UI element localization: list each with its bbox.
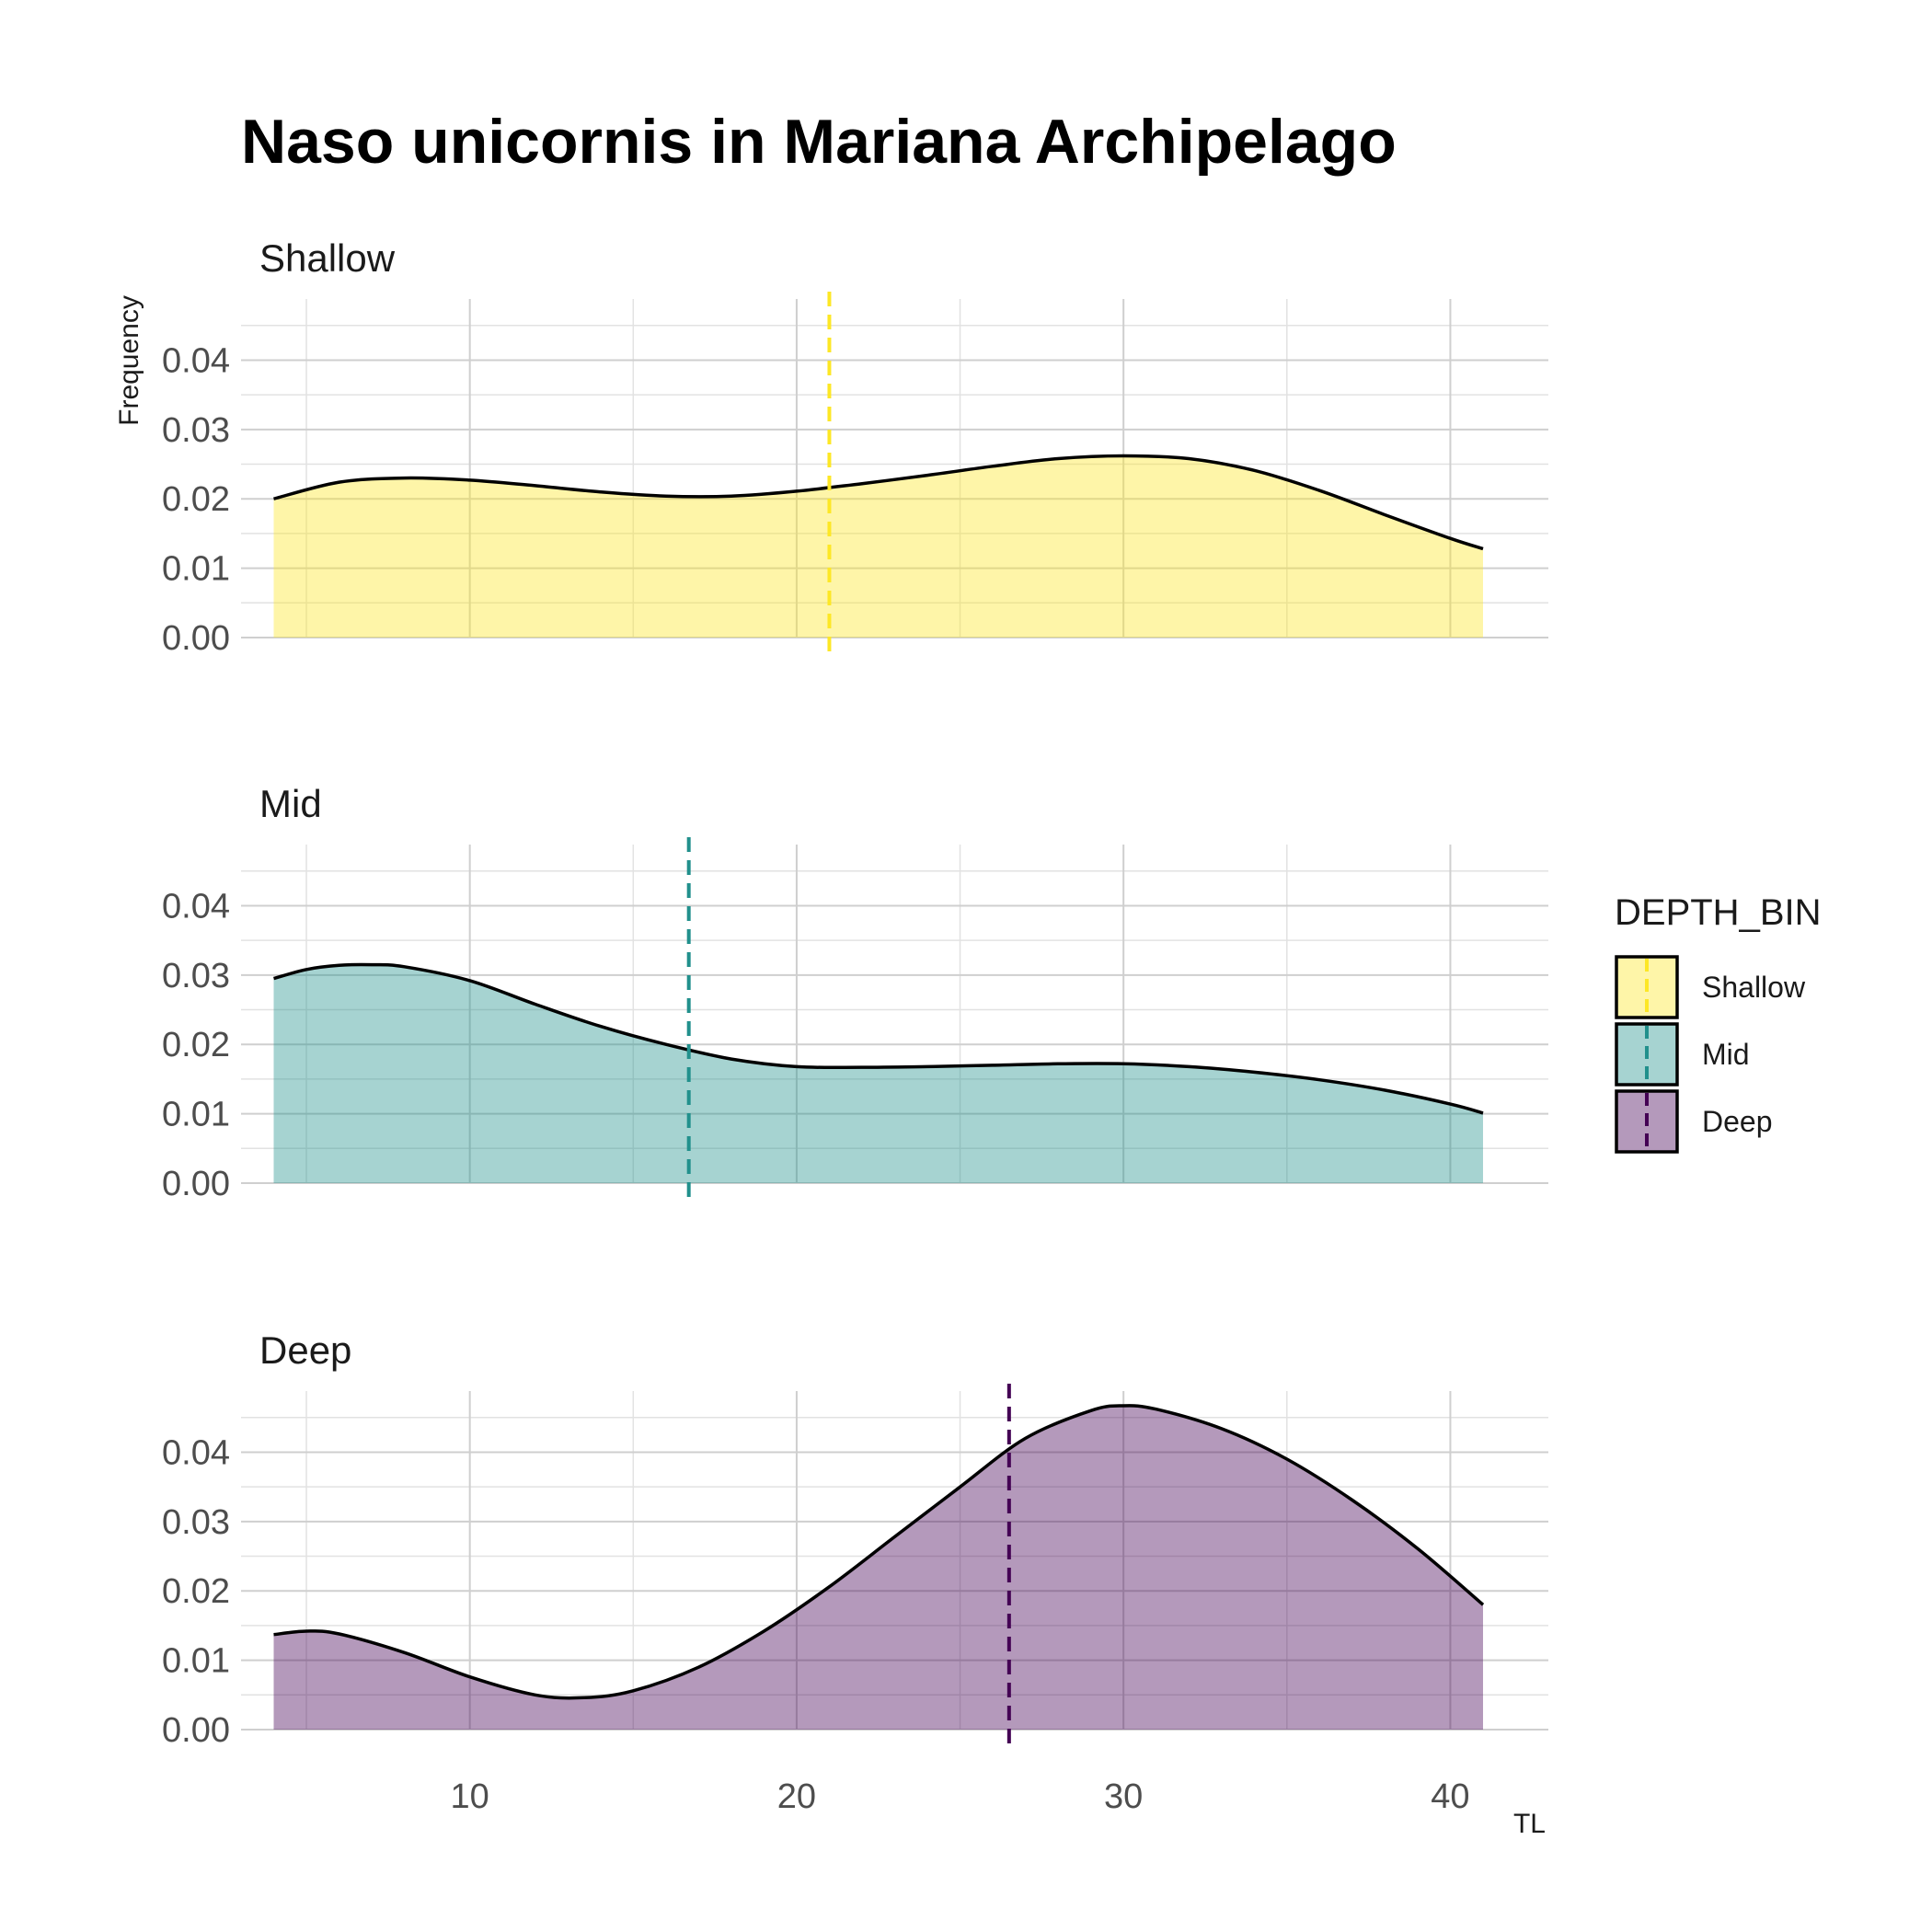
density-area-deep bbox=[273, 1405, 1483, 1730]
y-tick-label: 0.01 bbox=[162, 550, 230, 589]
density-curve-mid bbox=[273, 962, 1484, 1115]
legend-label-mid: Mid bbox=[1702, 1038, 1750, 1071]
strip-label-deep: Deep bbox=[259, 1328, 351, 1372]
y-tick-label: 0.03 bbox=[162, 957, 230, 995]
density-area-shallow bbox=[273, 455, 1483, 638]
panel-shallow: Shallow 0.00 0.01 0.02 0.03 0.04 bbox=[162, 236, 1548, 658]
density-area-mid bbox=[273, 964, 1483, 1183]
density-curve-shallow bbox=[273, 454, 1484, 551]
strip-label-shallow: Shallow bbox=[259, 236, 396, 280]
legend-label-deep: Deep bbox=[1702, 1105, 1773, 1138]
facet-panels: Shallow 0.00 0.01 0.02 0.03 0.04 Mid 0.00 0.01 0.… bbox=[162, 236, 1548, 1750]
x-tick-label: 40 bbox=[1431, 1777, 1469, 1816]
legend-label-shallow: Shallow bbox=[1702, 971, 1806, 1004]
legend-title: DEPTH_BIN bbox=[1615, 892, 1822, 933]
panel-deep: Deep 0.00 0.01 0.02 0.03 0.04 bbox=[162, 1328, 1548, 1750]
y-tick-label: 0.03 bbox=[162, 411, 230, 450]
strip-label-mid: Mid bbox=[259, 782, 322, 825]
y-tick-label: 0.03 bbox=[162, 1503, 230, 1542]
y-tick-label: 0.02 bbox=[162, 1026, 230, 1064]
x-tick-label: 10 bbox=[451, 1777, 489, 1816]
y-tick-label: 0.00 bbox=[162, 619, 230, 658]
y-tick-label: 0.01 bbox=[162, 1096, 230, 1134]
y-tick-label: 0.02 bbox=[162, 480, 230, 519]
panel-mid: Mid 0.00 0.01 0.02 0.03 0.04 bbox=[162, 782, 1548, 1203]
y-tick-label: 0.02 bbox=[162, 1572, 230, 1611]
y-tick-label: 0.04 bbox=[162, 1433, 230, 1472]
y-tick-label: 0.00 bbox=[162, 1165, 230, 1203]
y-tick-label: 0.01 bbox=[162, 1642, 230, 1681]
x-axis-title: TL bbox=[1513, 1809, 1546, 1839]
y-axis-title: Frequency bbox=[114, 295, 144, 426]
y-tick-label: 0.04 bbox=[162, 341, 230, 380]
x-tick-label: 20 bbox=[777, 1777, 816, 1816]
legend-key-deep: Deep bbox=[1615, 1089, 1773, 1154]
x-tick-label: 30 bbox=[1104, 1777, 1143, 1816]
legend: DEPTH_BIN Shallow Mid Deep bbox=[1615, 892, 1822, 1154]
x-axis-ticks: 10 20 30 40 bbox=[451, 1777, 1470, 1816]
y-tick-label: 0.04 bbox=[162, 887, 230, 926]
y-tick-label: 0.00 bbox=[162, 1711, 230, 1750]
legend-key-shallow: Shallow bbox=[1615, 955, 1806, 1019]
legend-key-mid: Mid bbox=[1615, 1022, 1750, 1087]
chart-title: Naso unicornis in Mariana Archipelago bbox=[241, 107, 1397, 177]
density-curve-deep bbox=[273, 1404, 1485, 1700]
